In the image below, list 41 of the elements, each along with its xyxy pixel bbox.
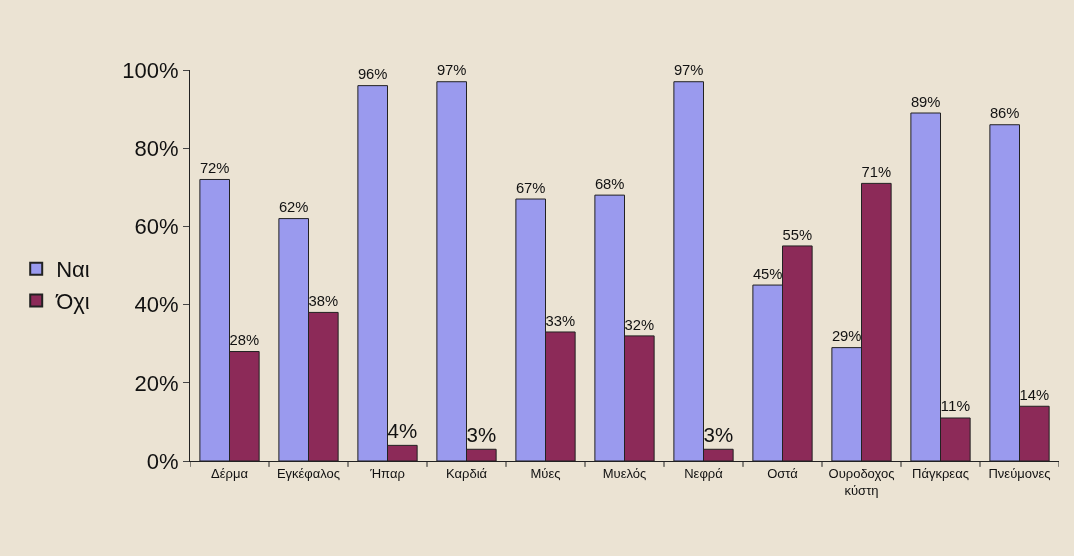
y-tick-label: 60% [134, 214, 179, 240]
y-tick-label: 20% [134, 370, 179, 396]
data-label: 89% [910, 93, 941, 110]
data-label: 32% [624, 316, 655, 333]
x-tick-label: Μυελός [602, 465, 647, 481]
x-tick-label: Πάγκρεας [912, 465, 969, 481]
data-label: 96% [357, 66, 388, 83]
data-label: 97% [673, 62, 704, 79]
x-tick-label: Ήπαρ [369, 465, 405, 481]
data-label: 97% [436, 62, 467, 79]
x-tick-label: Δέρμα [211, 465, 249, 481]
x-tick-label: Εγκέφαλος [276, 465, 341, 481]
y-tick-label: 100% [122, 57, 179, 83]
data-label: 11% [940, 397, 971, 415]
legend-label: Ναι [56, 257, 90, 283]
y-tick-label: 0% [146, 448, 179, 474]
data-label: 14% [1019, 386, 1050, 403]
data-label: 72% [199, 160, 230, 177]
data-label: 4% [387, 418, 418, 442]
x-tick-label: Καρδιά [445, 465, 488, 481]
x-tick-label: Οστά [767, 465, 799, 481]
data-label: 62% [278, 199, 309, 216]
data-label: 67% [515, 179, 546, 196]
y-tick-label: 40% [134, 292, 179, 318]
data-label: 33% [545, 312, 576, 329]
data-label: 3% [466, 422, 497, 446]
x-tick-label: Μύες [530, 465, 561, 481]
data-label: 86% [989, 105, 1020, 122]
data-label: 55% [782, 226, 813, 243]
data-label: 3% [703, 422, 734, 446]
legend-label: Όχι [55, 289, 90, 315]
x-tick-label: Νεφρά [684, 465, 724, 481]
data-label: 29% [831, 328, 862, 345]
data-label: 28% [229, 332, 260, 349]
x-tick-label: Ουροδοχος κύστη [828, 465, 895, 498]
data-label: 45% [752, 265, 783, 282]
y-tick-label: 80% [134, 135, 179, 161]
data-label: 68% [594, 175, 625, 192]
data-label: 71% [861, 164, 892, 181]
data-label: 38% [308, 293, 339, 310]
x-tick-label: Πνεύμονες [988, 465, 1051, 481]
